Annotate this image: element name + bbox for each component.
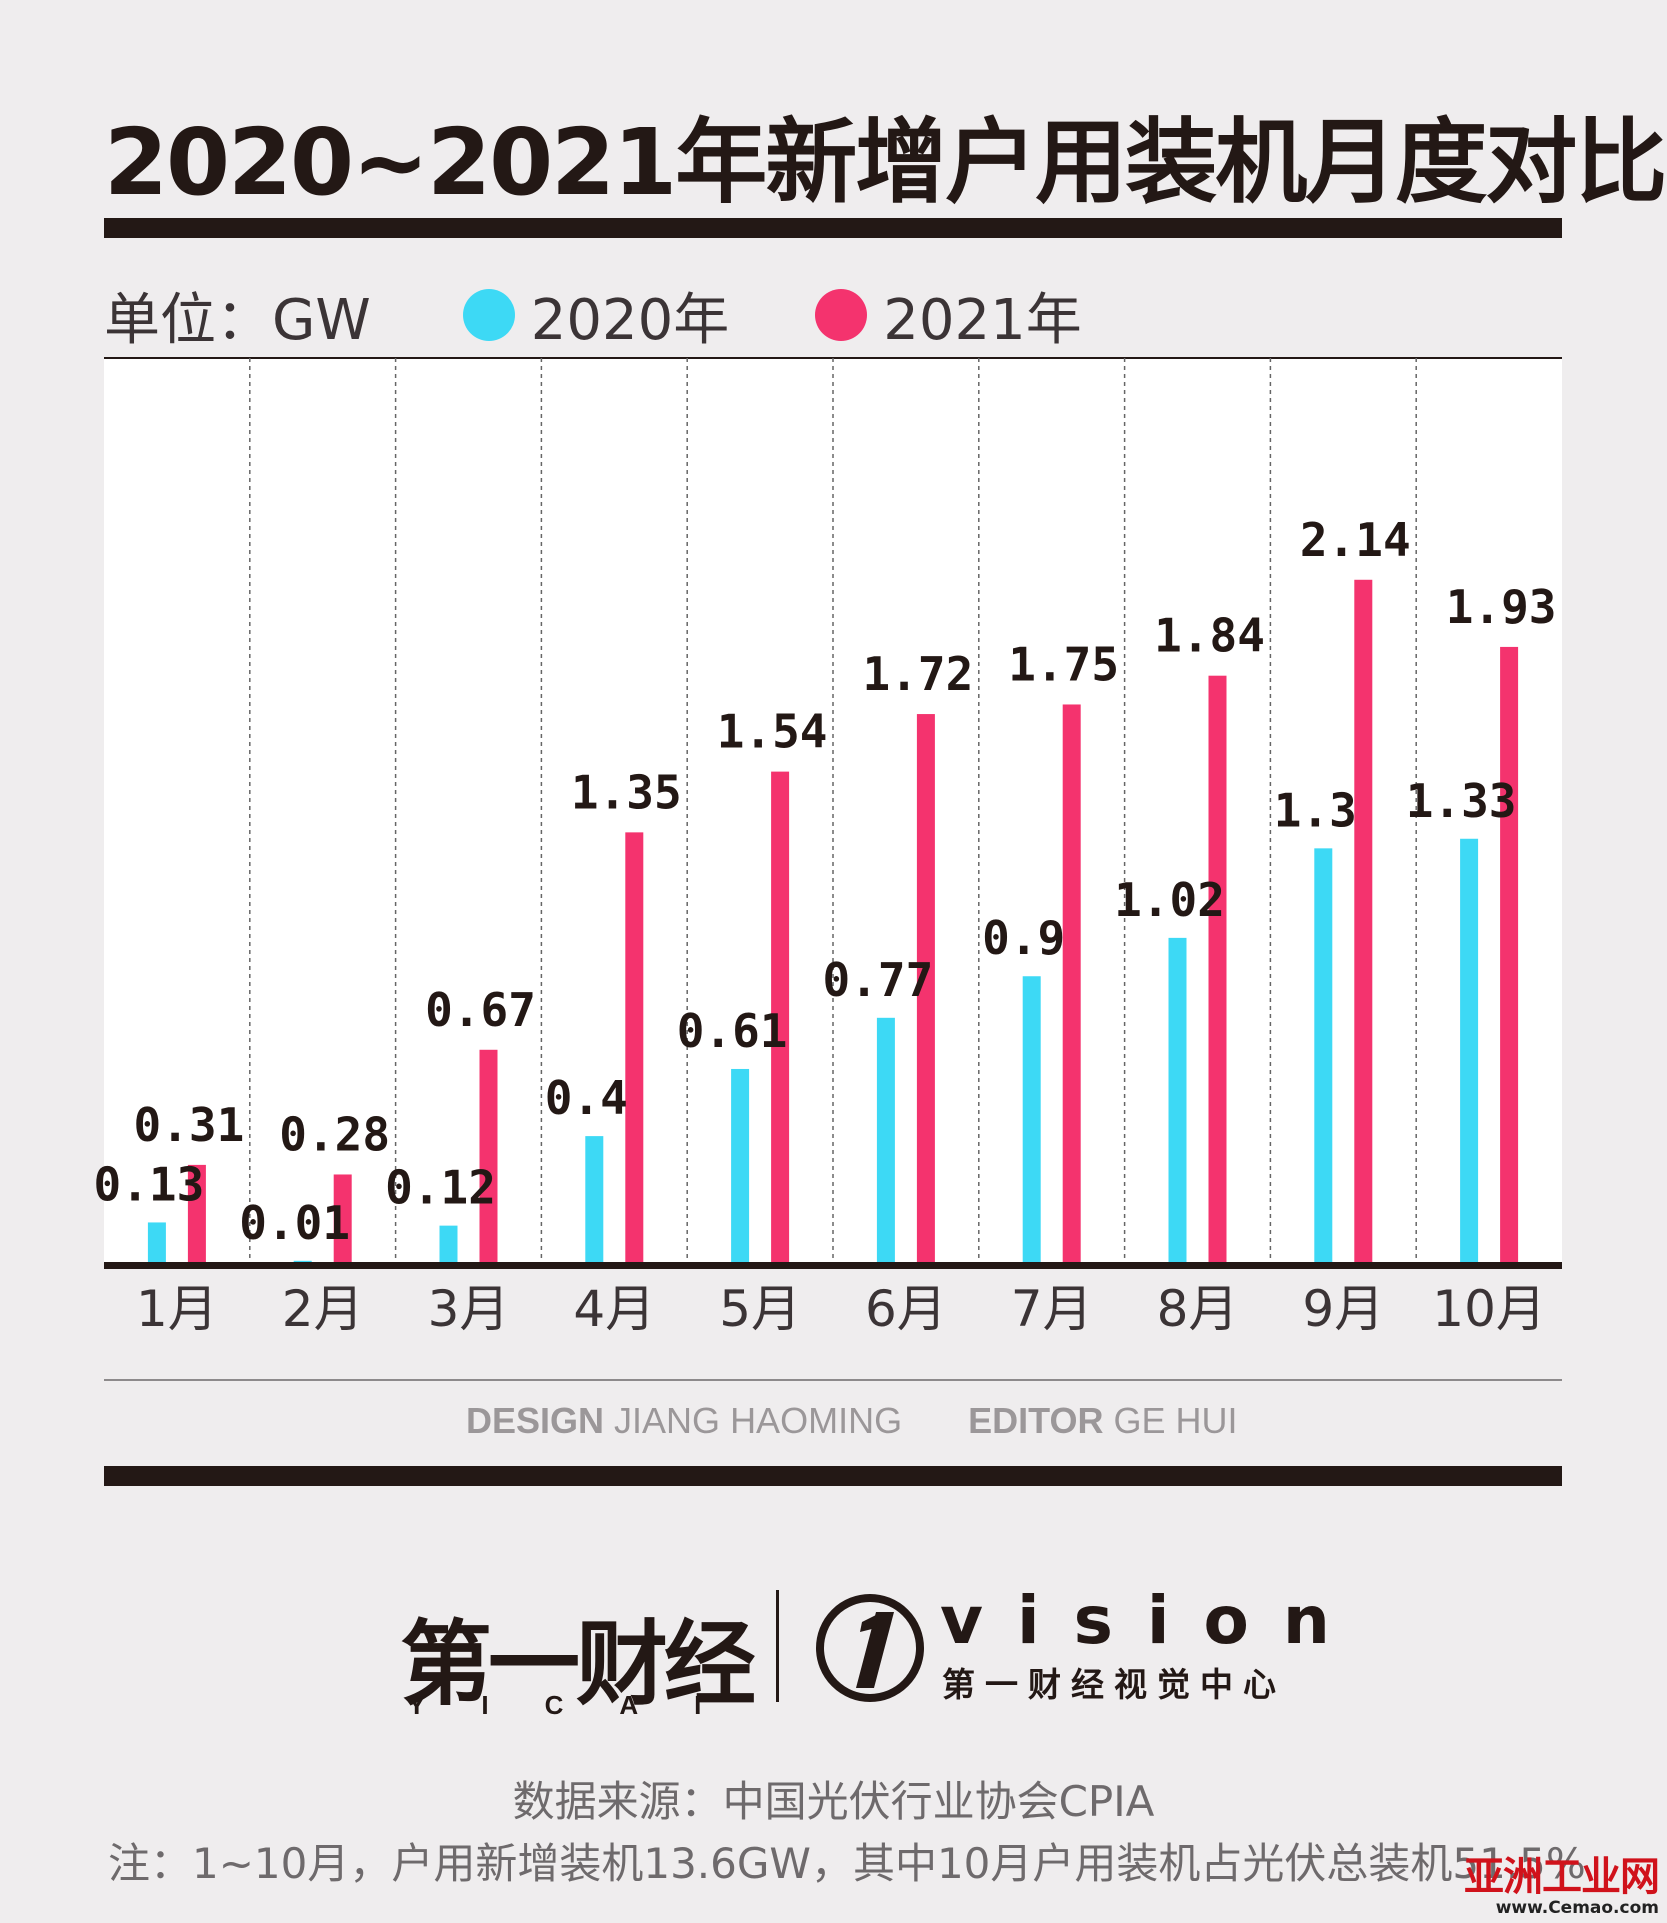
watermark-main: 亚洲工业网	[1464, 1854, 1660, 1900]
bar-2021	[1208, 675, 1227, 1264]
data-label-2021: 1.54	[717, 705, 828, 759]
editor-label: EDITOR	[968, 1400, 1104, 1441]
data-label-2020: 0.9	[982, 911, 1065, 965]
legend-swatch-2021	[815, 289, 868, 341]
footnote: 注：1~10月，户用新增装机13.6GW，其中10月户用装机占光伏总装机51.5…	[108, 1839, 1586, 1888]
data-label-2021: 1.35	[571, 765, 682, 819]
data-label-2021: 1.75	[1008, 637, 1119, 691]
x-tick-label: 8月	[1157, 1280, 1239, 1338]
footer-thin-rule	[104, 1379, 1562, 1381]
data-label-2020: 0.13	[94, 1157, 205, 1211]
data-label-2021: 1.84	[1154, 609, 1265, 663]
design-name: JIANG HAOMING	[614, 1400, 903, 1441]
data-label-2020: 1.3	[1274, 783, 1357, 837]
x-tick-label: 6月	[865, 1280, 947, 1338]
legend-label-2020: 2020年	[530, 287, 730, 353]
bar-2021	[187, 1164, 206, 1264]
legend-label-2021: 2021年	[883, 287, 1082, 353]
chart-title: 2020~2021年新增户用装机月度对比	[104, 109, 1667, 216]
data-label-2021: 0.67	[425, 983, 536, 1037]
bar-2021	[916, 714, 935, 1264]
bar-2021	[1500, 646, 1519, 1264]
watermark-url: www.Cemao.com	[1495, 1898, 1659, 1918]
legend: 单位：GW 2020年 2021年	[104, 280, 1168, 353]
x-tick-label: 1月	[136, 1280, 218, 1338]
bar-2021	[1062, 704, 1081, 1264]
legend-item-2020: 2020年	[462, 275, 730, 356]
data-label-2020: 1.02	[1114, 873, 1225, 927]
vision-logo-mark	[816, 1594, 924, 1702]
bar-2020	[1022, 976, 1041, 1264]
design-label: DESIGN	[466, 1400, 605, 1441]
data-label-2021: 2.14	[1300, 513, 1411, 567]
footer-thick-rule	[104, 1466, 1562, 1486]
bar-2021	[771, 771, 790, 1264]
unit-label: 单位：GW	[104, 287, 371, 353]
bar-2020	[731, 1068, 750, 1264]
vision-logo-subtitle: 第一财经视觉中心	[942, 1665, 1286, 1704]
data-label-2020: 0.12	[385, 1161, 496, 1215]
data-label-2020: 0.01	[239, 1196, 350, 1250]
data-label-2020: 0.61	[677, 1004, 788, 1058]
bar-2020	[585, 1136, 604, 1264]
data-label-2021: 1.72	[863, 647, 974, 701]
data-label-2021: 0.28	[279, 1107, 390, 1161]
legend-swatch-2020	[462, 289, 515, 341]
bar-2021	[1354, 579, 1373, 1264]
bar-2020	[876, 1017, 895, 1264]
data-label-2021: 0.31	[134, 1098, 245, 1152]
yicai-logo-letters: YICAI	[408, 1690, 758, 1720]
bar-2020	[1168, 937, 1187, 1264]
site-watermark: 亚洲工业网 www.Cemao.com	[1464, 1854, 1660, 1918]
x-tick-label: 3月	[428, 1280, 510, 1338]
editor-name: GE HUI	[1113, 1400, 1238, 1441]
x-tick-label: 9月	[1302, 1280, 1384, 1338]
x-tick-label: 4月	[573, 1280, 655, 1338]
bar-2020	[1460, 838, 1479, 1264]
data-label-2021: 1.93	[1446, 580, 1557, 634]
data-label-2020: 1.33	[1406, 774, 1517, 828]
logo-divider	[776, 1590, 779, 1702]
legend-item-2021: 2021年	[815, 275, 1082, 356]
vision-logo-word: vision	[940, 1582, 1364, 1659]
bar-2021	[625, 832, 644, 1264]
credits: DESIGN JIANG HAOMING EDITOR GE HUI	[466, 1400, 1238, 1442]
x-tick-label: 7月	[1011, 1280, 1093, 1338]
x-axis-baseline	[104, 1262, 1562, 1269]
x-tick-label: 10月	[1432, 1280, 1546, 1338]
bar-2020	[1314, 848, 1333, 1264]
bar-2020	[439, 1225, 458, 1264]
data-label-2020: 0.4	[545, 1071, 628, 1125]
data-label-2020: 0.77	[823, 953, 934, 1007]
bar-chart: 0.130.31 1月 0.01 0.28 2月 0.12 0.67 3月 0.4 1.35 4月 0…	[94, 357, 1562, 1338]
bar-2020	[147, 1222, 166, 1264]
data-source: 数据来源：中国光伏行业协会CPIA	[512, 1777, 1155, 1826]
title-rule	[104, 218, 1562, 238]
x-tick-label: 2月	[282, 1280, 364, 1338]
bar-2021	[333, 1174, 352, 1264]
bar-2021	[479, 1049, 498, 1264]
x-tick-label: 5月	[719, 1280, 801, 1338]
yicai-logo: 第一财经	[400, 1611, 756, 1718]
